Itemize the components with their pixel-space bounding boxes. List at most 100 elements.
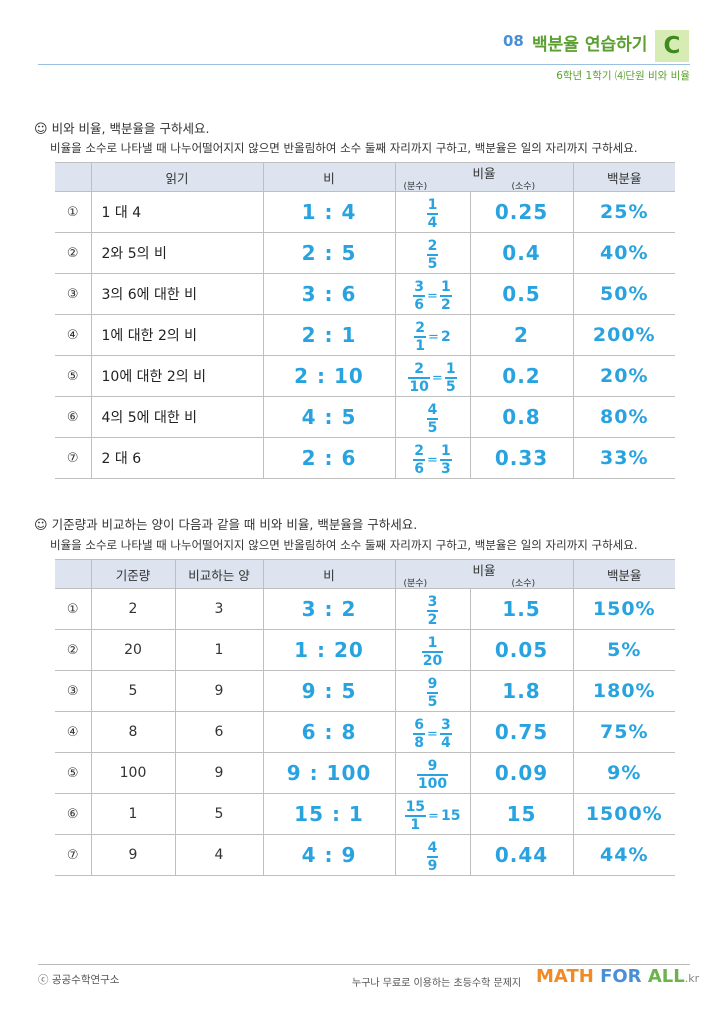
header-rate: 비율 (분수) (소수) [394, 162, 574, 192]
percent-answer: 200% [572, 314, 675, 356]
fraction-denominator: 3 [440, 461, 451, 477]
decimal-answer: 0.5 [469, 273, 574, 315]
header-num [55, 162, 92, 192]
fraction-denominator: 8 [414, 735, 425, 751]
ratio-answer: 1 : 20 [262, 629, 396, 671]
reading-cell: 3의 6에 대한 비 [90, 273, 264, 315]
header-reading: 읽기 [90, 162, 264, 192]
header-rate-label: 비율 [472, 562, 496, 578]
ratio-answer: 6 : 8 [262, 711, 396, 753]
header-divider [38, 64, 690, 65]
row-number: ④ [55, 314, 92, 356]
table-row: ② 20 1 1 : 20 1 20 0.05 5% [55, 629, 675, 671]
decimal-answer: 0.75 [469, 711, 574, 753]
reading-cell: 4의 5에 대한 비 [90, 396, 264, 438]
fraction-bar [426, 418, 439, 420]
ratio-answer: 9 : 5 [262, 670, 396, 712]
ratio-answer: 15 : 1 [262, 793, 396, 835]
equals-sign: = [431, 370, 443, 386]
footer-divider [38, 964, 690, 965]
equals-sign: = [427, 726, 438, 742]
header-fraction-label: (분수) [403, 579, 428, 589]
base-amount-cell: 8 [90, 711, 176, 753]
fraction-bar [421, 651, 444, 653]
brand-logo: MATH FOR ALL.kr [536, 966, 699, 987]
fraction-numerator: 1 [427, 635, 438, 651]
table-row: ⑤ 100 9 9 : 100 9 100 0.09 9% [55, 752, 675, 794]
fraction-answer: 15 1 = 15 [404, 800, 461, 832]
compare-amount-cell: 9 [174, 670, 264, 712]
decimal-answer: 0.09 [469, 752, 574, 794]
decimal-answer: 0.4 [469, 232, 574, 274]
decimal-answer: 1.8 [469, 670, 574, 712]
fraction: 2 10 [408, 361, 430, 395]
fraction-numerator: 2 [415, 320, 426, 336]
fraction-cell: 2 1 = 2 [394, 314, 471, 356]
fraction-numerator: 1 [445, 361, 456, 377]
worksheet-subtitle: 6학년 1학기 ⑷단원 비와 비율 [556, 70, 690, 82]
table-row: ⑥ 1 5 15 : 1 15 1 = 15 15 1500% [55, 793, 675, 835]
fraction-denominator: 20 [422, 653, 443, 669]
fraction-numerator: 3 [427, 594, 438, 610]
smile-icon: ☺ [34, 122, 48, 137]
compare-amount-cell: 1 [174, 629, 264, 671]
fraction-numerator: 1 [440, 279, 451, 295]
fraction-numerator: 4 [427, 402, 438, 418]
fraction-numerator: 2 [414, 443, 425, 459]
ratio-answer: 2 : 1 [262, 314, 396, 356]
header-compare: 비교하는 양 [174, 559, 264, 589]
section1-instruction-text: 비와 비율, 백분율을 구하세요. [51, 121, 210, 136]
header-rate: 비율 (분수) (소수) [394, 559, 574, 589]
row-number: ④ [55, 711, 92, 753]
fraction-answer: 1 20 [421, 635, 444, 669]
percent-answer: 5% [572, 629, 675, 671]
fraction-numerator: 2 [427, 238, 438, 254]
fraction-bar [413, 295, 426, 297]
whole-number: 2 [440, 329, 451, 345]
ratio-answer: 4 : 5 [262, 396, 396, 438]
fraction-numerator: 9 [427, 676, 438, 692]
percent-answer: 180% [572, 670, 675, 712]
ratio-answer: 3 : 6 [262, 273, 396, 315]
row-number: ⑦ [55, 834, 92, 876]
fraction: 15 1 [404, 800, 427, 832]
fraction-numerator: 9 [427, 758, 438, 774]
compare-amount-cell: 3 [174, 588, 264, 630]
brand-for: FOR [600, 966, 642, 987]
fraction-numerator: 2 [414, 361, 425, 377]
fraction-denominator: 10 [409, 379, 429, 395]
compare-amount-cell: 4 [174, 834, 264, 876]
row-number: ① [55, 191, 92, 233]
percent-answer: 25% [572, 191, 675, 233]
ratio-answer: 2 : 10 [262, 355, 396, 397]
fraction-numerator: 3 [440, 717, 451, 733]
fraction-answer: 9 100 [416, 758, 449, 791]
fraction-cell: 9 100 [394, 752, 471, 794]
footer-copyright: ⓒ 공공수학연구소 [38, 974, 120, 986]
row-number: ⑤ [55, 752, 92, 794]
row-number: ② [55, 232, 92, 274]
fraction-denominator: 6 [414, 297, 425, 313]
fraction-bar [416, 774, 449, 776]
percent-answer: 20% [572, 355, 675, 397]
decimal-answer: 0.2 [469, 355, 574, 397]
level-badge: C [655, 30, 689, 62]
reading-cell: 1에 대한 2의 비 [90, 314, 264, 356]
table-header-row: 기준량 비교하는 양 비 비율 (분수) (소수) 백분율 [55, 559, 675, 589]
whole-number: 15 [440, 808, 461, 824]
